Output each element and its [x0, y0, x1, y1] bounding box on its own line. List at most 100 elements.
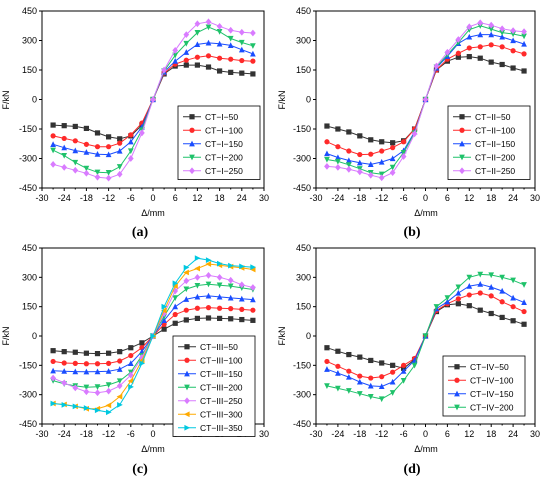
data-point [250, 50, 256, 57]
y-tick-label: 150 [22, 302, 37, 312]
data-point [161, 303, 168, 310]
data-point [83, 125, 89, 132]
data-point [205, 64, 212, 70]
legend-marker [459, 167, 465, 175]
data-point [367, 161, 374, 167]
data-point [183, 307, 189, 313]
data-point [105, 151, 112, 158]
data-point [335, 348, 341, 354]
data-point [94, 389, 101, 397]
data-point [216, 282, 223, 289]
data-point [239, 316, 245, 323]
data-point [433, 304, 440, 310]
data-point [378, 158, 385, 165]
data-point [367, 382, 374, 389]
y-tick-label: 300 [296, 36, 311, 46]
data-point [217, 305, 223, 311]
y-tick-label: -300 [19, 154, 37, 164]
x-tick-label: 12 [464, 429, 474, 439]
data-point [499, 287, 506, 294]
data-point [61, 123, 67, 129]
data-point [216, 273, 223, 281]
data-point [250, 58, 256, 64]
x-tick-label: -30 [35, 429, 48, 439]
legend-label: CT−IV−50 [470, 362, 509, 372]
x-tick-label: -30 [35, 193, 48, 203]
data-point [379, 374, 385, 380]
data-point [477, 271, 484, 278]
data-point [128, 132, 134, 138]
data-point [346, 368, 352, 374]
data-point [444, 295, 451, 301]
data-point [488, 310, 494, 317]
data-point [379, 148, 385, 154]
y-tick-label: 300 [22, 272, 37, 282]
data-point [194, 282, 201, 289]
x-tick-label: -18 [80, 429, 93, 439]
data-point [183, 286, 190, 293]
data-point [346, 351, 352, 358]
data-point [138, 357, 145, 364]
data-point [94, 361, 101, 367]
data-point [83, 350, 89, 356]
data-point [183, 296, 190, 302]
data-point [356, 168, 363, 176]
data-point [335, 363, 341, 369]
data-point [324, 162, 330, 170]
series-CT−IV−200 [324, 271, 527, 403]
data-point [150, 96, 156, 103]
data-point [367, 171, 374, 179]
x-axis-title: Δ/mm [141, 444, 165, 454]
data-point [72, 166, 79, 174]
data-point [250, 43, 256, 49]
legend-label: CT−II−100 [475, 125, 515, 135]
data-point [389, 378, 396, 385]
data-point [150, 333, 157, 339]
y-tick-label: 0 [306, 331, 311, 341]
data-point [227, 294, 234, 301]
y-tick-label: -450 [293, 183, 311, 193]
legend-marker [454, 390, 460, 397]
x-tick-label: 24 [508, 429, 518, 439]
x-tick-label: 12 [464, 193, 474, 203]
data-point [324, 366, 330, 372]
data-point [161, 66, 167, 74]
legend-marker [459, 127, 465, 133]
data-point [205, 53, 212, 59]
data-point [356, 159, 363, 166]
data-point [488, 31, 495, 38]
data-point [521, 33, 527, 40]
data-point [239, 263, 245, 270]
legend-marker [459, 154, 465, 161]
data-point [324, 139, 330, 145]
data-point [444, 298, 451, 305]
data-point [117, 140, 123, 146]
x-tick-label: 24 [508, 193, 518, 203]
data-point [335, 126, 341, 132]
data-point [116, 393, 123, 400]
data-point [250, 307, 256, 313]
data-point [389, 390, 396, 396]
data-point [127, 148, 134, 155]
legend-label: CT−III−350 [200, 423, 243, 433]
legend-marker [189, 154, 195, 161]
chart-panel-b: -30 -24 -18 -12 -6 0 6 12 18 24 30 -450 -300 -150 0 150… [277, 6, 540, 240]
data-point [83, 149, 90, 155]
legend-marker [459, 114, 465, 120]
x-tick-label: 6 [445, 429, 450, 439]
x-tick-label: -18 [353, 429, 366, 439]
legend-label: CT−III−150 [200, 369, 243, 379]
data-point [139, 360, 146, 367]
data-point [379, 139, 385, 145]
data-point [194, 255, 201, 262]
data-point [477, 31, 484, 38]
data-point [50, 122, 56, 128]
data-point [128, 345, 134, 351]
data-point [521, 299, 527, 305]
chart-panel-a: -30 -24 -18 -12 -6 0 6 12 18 24 30 -450 -300 -150 0 150… [1, 6, 269, 240]
data-point [205, 18, 212, 26]
data-point [411, 362, 418, 369]
data-point [50, 374, 56, 382]
data-point [250, 29, 256, 37]
data-point [50, 133, 56, 139]
